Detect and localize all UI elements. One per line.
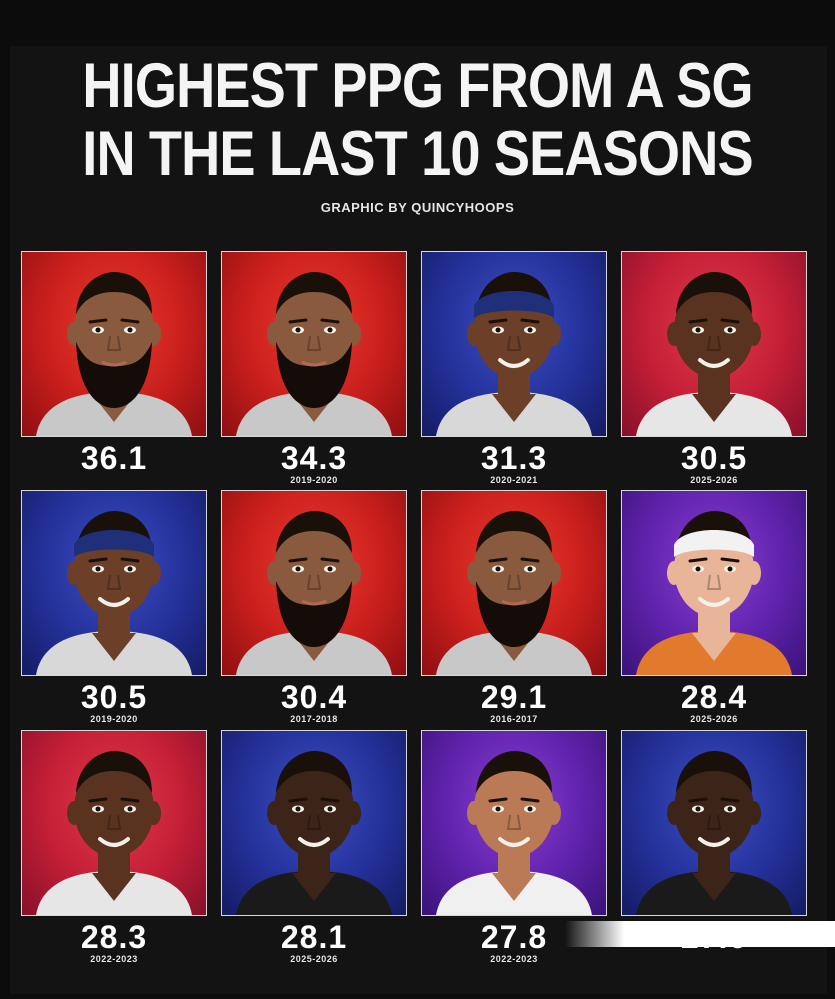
- player-headshot-icon: [236, 272, 392, 436]
- player-headshot-icon: [436, 751, 592, 915]
- player-card: 28.4 2025-2026: [621, 490, 807, 724]
- season-label: 2025-2026: [690, 475, 738, 485]
- player-headshot-icon: [636, 751, 792, 915]
- player-card: 36.1: [21, 251, 207, 475]
- player-photo: [421, 251, 607, 437]
- player-photo: [421, 490, 607, 676]
- ppg-value: 28.1: [280, 919, 348, 955]
- ppg-value: 27.8: [480, 919, 548, 955]
- season-label: 2022-2023: [490, 954, 538, 964]
- ppg-value: 30.5: [680, 440, 748, 476]
- player-photo: [221, 730, 407, 916]
- player-photo: [21, 730, 207, 916]
- player-card: 31.3 2020-2021: [421, 251, 607, 485]
- player-headshot-icon: [36, 511, 192, 675]
- ppg-value: 34.3: [280, 440, 348, 476]
- season-label: 2020-2021: [490, 475, 538, 485]
- player-headshot-icon: [236, 751, 392, 915]
- byline: GRAPHIC BY QUINCYHOOPS: [320, 200, 515, 215]
- player-headshot-icon: [36, 751, 192, 915]
- ppg-value: 28.4: [680, 679, 748, 715]
- player-headshot-icon: [36, 272, 192, 436]
- player-headshot-icon: [236, 511, 392, 675]
- ppg-value: 30.5: [80, 679, 148, 715]
- page-title: HIGHEST PPG FROM A SG IN THE LAST 10 SEA…: [58, 52, 776, 188]
- season-label: 2025-2026: [290, 954, 338, 964]
- season-label: 2025-2026: [690, 714, 738, 724]
- ppg-value: 29.1: [480, 679, 548, 715]
- ppg-value: 28.3: [80, 919, 148, 955]
- player-photo: [621, 490, 807, 676]
- season-label: 2016-2017: [490, 714, 538, 724]
- player-photo: [221, 251, 407, 437]
- season-label: 2022-2023: [90, 954, 138, 964]
- player-card: 29.1 2016-2017: [421, 490, 607, 724]
- player-photo: [621, 730, 807, 916]
- title-line-2: IN THE LAST 10 SEASONS: [82, 119, 753, 189]
- player-card: 27.8 2022-2023: [421, 730, 607, 964]
- season-label: 2019-2020: [290, 475, 338, 485]
- player-photo: [421, 730, 607, 916]
- title-line-1: HIGHEST PPG FROM A SG: [82, 51, 753, 121]
- player-photo: [621, 251, 807, 437]
- player-card: 34.3 2019-2020: [221, 251, 407, 485]
- ppg-value: 30.4: [280, 679, 348, 715]
- player-headshot-icon: [436, 272, 592, 436]
- player-headshot-icon: [636, 272, 792, 436]
- player-headshot-icon: [636, 511, 792, 675]
- player-photo: [221, 490, 407, 676]
- ppg-value: 31.3: [480, 440, 548, 476]
- player-headshot-icon: [436, 511, 592, 675]
- player-card: 28.1 2025-2026: [221, 730, 407, 964]
- season-label: 2019-2020: [90, 714, 138, 724]
- player-card: 28.3 2022-2023: [21, 730, 207, 964]
- watermark-overlay: [565, 921, 835, 947]
- player-card: 30.4 2017-2018: [221, 490, 407, 724]
- player-card: 30.5 2019-2020: [21, 490, 207, 724]
- player-card: 30.5 2025-2026: [621, 251, 807, 485]
- season-label: 2017-2018: [290, 714, 338, 724]
- player-photo: [21, 251, 207, 437]
- player-photo: [21, 490, 207, 676]
- player-card: 27.6: [621, 730, 807, 954]
- ppg-value: 36.1: [80, 440, 148, 476]
